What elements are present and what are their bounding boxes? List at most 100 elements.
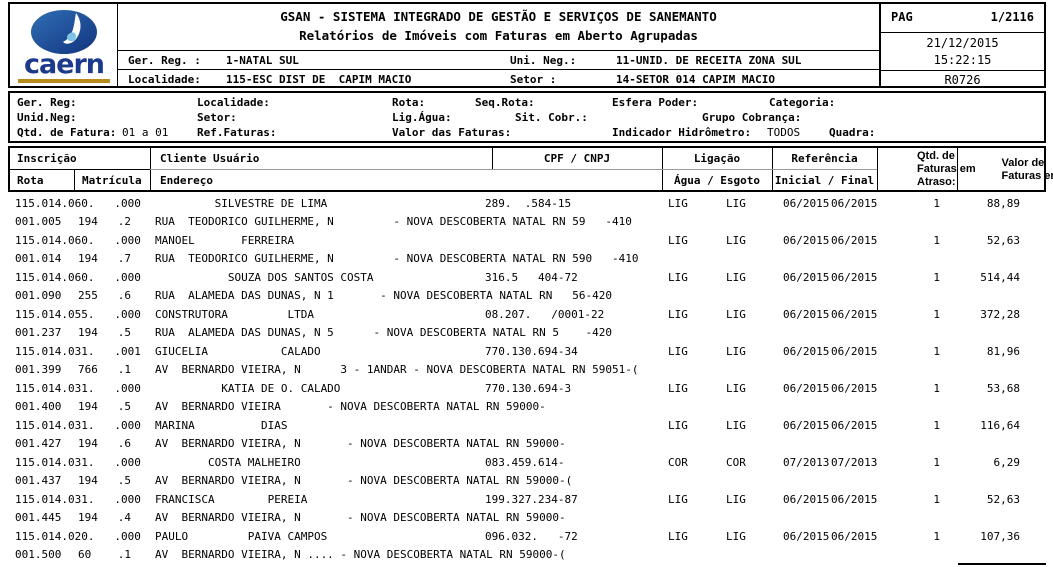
ligacao-esgoto-value: LIG [726,493,746,506]
table-row: 115.014.031. .000 FRANCISCA PEREIA 199.3… [8,490,1046,527]
endereco-value: AV BERNARDO VIEIRA - NOVA DESCOBERTA NAT… [155,400,546,413]
cliente-usuario-value: COSTA MALHEIRO [155,456,301,469]
page-number: 1/2116 [990,10,1034,24]
report-title: GSAN - SISTEMA INTEGRADO DE GESTÃO E SER… [280,9,717,24]
matricula-value: 194 .5 [78,474,131,487]
cpf-cnpj-value: 289. .584-15 [485,197,572,210]
matricula-value: 766 .1 [78,363,131,376]
filter-esfera-poder: Esfera Poder: [612,96,699,109]
matricula-value: 194 .4 [78,511,131,524]
inscricao-value: 115.014.031. .000 [15,493,141,506]
rota-value: 001.005 [15,215,62,228]
cpf-cnpj-value: 096.032. -72 [485,530,578,543]
valor-faturas-value: 372,28 [980,308,1020,321]
logo-cell: caern [10,4,118,86]
filter-seq-rota: Seq.Rota: [475,96,535,109]
filter-ref-faturas: Ref.Faturas: [197,126,277,139]
qtd-faturas-atraso-value: 1 [933,382,940,395]
filter-ger-reg: Ger. Reg: [17,96,77,109]
setor-label: Setor : [510,73,557,86]
table-body: 115.014.060. .000 SILVESTRE DE LIMA 289.… [8,194,1046,564]
qtd-faturas-atraso-value: 1 [933,493,940,506]
report-date: 21/12/2015 [926,36,999,50]
endereco-value: AV BERNARDO VIEIRA, N - NOVA DESCOBERTA … [155,474,573,487]
rota-value: 001.237 [15,326,62,339]
ligacao-esgoto-value: LIG [726,271,746,284]
endereco-value: AV BERNARDO VIEIRA, N - NOVA DESCOBERTA … [155,437,566,450]
matricula-value: 194 .6 [78,437,131,450]
matricula-value: 194 .5 [78,326,131,339]
referencia-final-value: 07/2013 [831,456,878,469]
col-rota: Rota [17,174,44,187]
filter-indicador-label: Indicador Hidrômetro: [612,126,752,139]
ligacao-esgoto-value: LIG [726,234,746,247]
endereco-value: AV BERNARDO VIEIRA, N 3 - 1ANDAR - NOVA … [155,363,639,376]
referencia-final-value: 06/2015 [831,234,878,247]
cliente-usuario-value: MANOEL FERREIRA [155,234,295,247]
endereco-value: RUA TEODORICO GUILHERME, N - NOVA DESCOB… [155,252,639,265]
inscricao-value: 115.014.055. .000 [15,308,141,321]
filter-rota: Rota: [392,96,426,109]
filter-box: Ger. Reg: Localidade: Rota: Seq.Rota: Es… [8,91,1046,143]
inscricao-value: 115.014.031. .000 [15,419,141,432]
referencia-final-value: 06/2015 [831,197,878,210]
table-row: 115.014.031. .000 KATIA DE O. CALADO 770… [8,379,1046,416]
rota-value: 001.014 [15,252,62,265]
valor-faturas-value: 107,36 [980,530,1020,543]
ligacao-esgoto-value: LIG [726,308,746,321]
cpf-cnpj-value: 199.327.234-87 [485,493,578,506]
matricula-value: 194 .2 [78,215,131,228]
report-header: caern GSAN - SISTEMA INTEGRADO DE GESTÃO… [8,2,1046,88]
col-inscricao: Inscrição [17,152,77,165]
cliente-usuario-value: SOUZA DOS SANTOS COSTA [155,271,374,284]
table-row: 115.014.031. .000 COSTA MALHEIRO 083.459… [8,453,1046,490]
table-row: 115.014.031. .001 GIUCELIA CALADO 770.13… [8,342,1046,379]
endereco-value: AV BERNARDO VIEIRA, N .... - NOVA DESCOB… [155,548,566,561]
header-center: GSAN - SISTEMA INTEGRADO DE GESTÃO E SER… [118,4,879,86]
localidade-value: 115-ESC DIST DE CAPIM MACIO [226,73,412,86]
logo-caern-text: caern [23,49,105,80]
cliente-usuario-value: FRANCISCA PEREIA [155,493,308,506]
cliente-usuario-value: CONSTRUTORA LTDA [155,308,314,321]
ligacao-agua-value: COR [668,456,688,469]
valor-faturas-value: 52,63 [986,234,1020,247]
referencia-inicial-value: 06/2015 [783,234,830,247]
ligacao-agua-value: LIG [668,234,688,247]
ligacao-agua-value: LIG [668,530,688,543]
filter-indicador-value: TODOS [767,126,801,139]
referencia-inicial-value: 06/2015 [783,271,830,284]
qtd-faturas-atraso-value: 1 [933,234,940,247]
qtd-faturas-atraso-value: 1 [933,345,940,358]
col-cpf-cnpj: CPF / CNPJ [543,152,611,165]
cpf-cnpj-value: 08.207. /0001-22 [485,308,605,321]
qtd-faturas-atraso-value: 1 [933,530,940,543]
cpf-cnpj-value: 770.130.694-34 [485,345,578,358]
valor-faturas-value: 6,29 [993,456,1021,469]
filter-localidade: Localidade: [197,96,270,109]
cliente-usuario-value: MARINA DIAS [155,419,288,432]
filter-qtd-fatura-value: 01 a 01 [122,126,169,139]
localidade-label: Localidade: [128,73,201,86]
endereco-value: RUA ALAMEDA DAS DUNAS, N 1 - NOVA DESCOB… [155,289,612,302]
ligacao-agua-value: LIG [668,419,688,432]
report-code: R0726 [944,73,981,87]
rota-value: 001.090 [15,289,62,302]
uni-neg-value: 11-UNID. DE RECEITA ZONA SUL [616,54,802,67]
col-cliente-usuario: Cliente Usuário [160,152,260,165]
col-matricula: Matrícula [82,174,142,187]
qtd-faturas-atraso-value: 1 [933,197,940,210]
setor-value: 14-SETOR 014 CAPIM MACIO [616,73,775,86]
table-row: 115.014.060. .000 SOUZA DOS SANTOS COSTA… [8,268,1046,305]
page-box-divider-1 [881,32,1044,33]
referencia-inicial-value: 06/2015 [783,382,830,395]
inscricao-value: 115.014.020. .000 [15,530,141,543]
valor-faturas-value: 88,89 [986,197,1020,210]
qtd-faturas-atraso-value: 1 [933,271,940,284]
col-referencia: Referência [791,152,858,165]
referencia-inicial-value: 06/2015 [783,345,830,358]
referencia-inicial-value: 06/2015 [783,308,830,321]
page-label: PAG [891,10,913,24]
inscricao-value: 115.014.060. .000 [15,197,141,210]
endereco-value: RUA TEODORICO GUILHERME, N - NOVA DESCOB… [155,215,632,228]
referencia-inicial-value: 06/2015 [783,530,830,543]
